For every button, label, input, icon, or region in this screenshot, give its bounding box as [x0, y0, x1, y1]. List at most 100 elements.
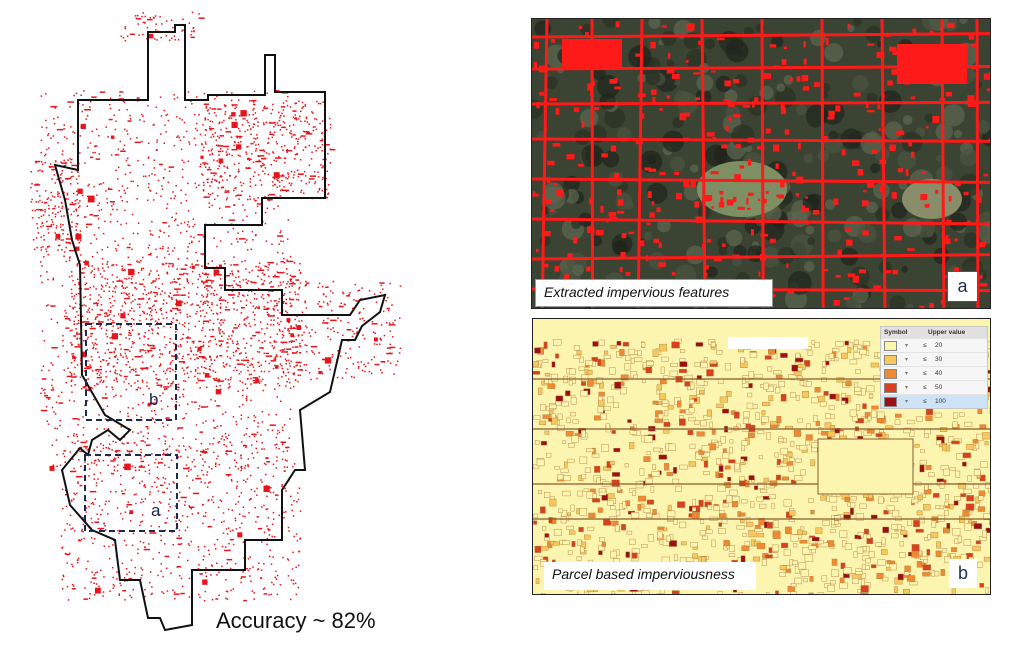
impervious-dot: [129, 512, 131, 515]
impervious-dot: [296, 351, 298, 353]
impervious-dot: [174, 294, 180, 296]
impervious-dot: [136, 137, 138, 139]
impervious-dot: [251, 452, 253, 455]
impervious-dot: [208, 150, 210, 152]
impervious-dot: [339, 305, 341, 307]
impervious-dot: [95, 484, 98, 487]
impervious-dot: [294, 118, 296, 120]
impervious-dot: [250, 377, 252, 380]
impervious-dot: [279, 195, 282, 197]
impervious-dot: [293, 385, 295, 388]
impervious-dot: [189, 266, 192, 268]
impervious-dot: [288, 378, 290, 380]
impervious-dot: [246, 294, 249, 296]
impervious-dot: [277, 177, 279, 179]
impervious-dot: [87, 378, 89, 380]
impervious-dot: [283, 293, 286, 295]
impervious-dot: [118, 189, 120, 192]
impervious-feature: [924, 203, 930, 208]
impervious-dot: [144, 595, 146, 598]
impervious-dot: [235, 420, 237, 423]
impervious-dot: [140, 416, 143, 418]
impervious-dot: [278, 447, 280, 450]
impervious-dot: [79, 152, 81, 154]
impervious-dot: [245, 446, 247, 449]
impervious-dot: [101, 309, 103, 311]
impervious-dot: [252, 126, 254, 128]
impervious-dot: [201, 469, 203, 472]
impervious-dot: [304, 138, 306, 140]
impervious-dot: [175, 116, 178, 118]
impervious-dot: [297, 173, 304, 175]
impervious-dot: [280, 284, 282, 286]
impervious-dot: [84, 216, 86, 218]
impervious-dot: [321, 372, 324, 375]
impervious-dot: [90, 502, 93, 505]
impervious-dot: [209, 356, 211, 358]
impervious-dot: [85, 366, 91, 368]
impervious-dot: [149, 292, 152, 294]
impervious-dot: [41, 378, 47, 380]
impervious-dot: [70, 500, 73, 502]
impervious-dot: [140, 577, 142, 579]
parcel: [790, 583, 797, 587]
impervious-dot: [233, 354, 235, 357]
impervious-dot: [112, 388, 114, 391]
impervious-dot: [298, 288, 300, 290]
impervious-dot: [48, 147, 50, 149]
impervious-dot: [112, 281, 114, 283]
impervious-dot: [142, 435, 145, 438]
impervious-dot: [85, 282, 88, 284]
impervious-dot: [344, 303, 346, 306]
impervious-dot: [199, 573, 203, 575]
impervious-dot: [96, 316, 98, 318]
impervious-dot: [50, 224, 53, 226]
impervious-dot: [149, 189, 151, 192]
impervious-dot: [257, 197, 259, 199]
impervious-dot: [245, 167, 247, 169]
impervious-dot: [207, 304, 209, 307]
impervious-dot: [266, 301, 269, 304]
impervious-dot: [290, 282, 292, 285]
impervious-dot: [142, 278, 145, 281]
impervious-dot: [72, 585, 75, 587]
impervious-dot: [151, 417, 153, 419]
impervious-dot: [139, 119, 141, 121]
impervious-dot: [146, 18, 153, 21]
impervious-dot: [389, 362, 392, 364]
impervious-dot: [278, 298, 281, 300]
impervious-dot: [196, 304, 198, 306]
parcel: [535, 578, 540, 584]
impervious-dot: [84, 288, 90, 290]
impervious-dot: [149, 491, 151, 493]
impervious-dot: [196, 129, 198, 132]
impervious-dot: [199, 310, 202, 312]
impervious-dot: [110, 472, 113, 475]
impervious-dot: [262, 378, 264, 381]
impervious-dot: [99, 273, 102, 275]
impervious-dot: [76, 170, 78, 172]
impervious-dot: [292, 281, 294, 283]
impervious-dot: [270, 281, 272, 283]
impervious-dot: [188, 242, 191, 245]
impervious-dot: [272, 184, 274, 187]
impervious-dot: [80, 484, 83, 487]
impervious-dot: [87, 463, 89, 465]
impervious-dot: [347, 321, 349, 324]
impervious-dot: [124, 302, 127, 305]
impervious-dot: [75, 235, 77, 238]
impervious-dot: [216, 538, 219, 541]
impervious-dot: [182, 29, 184, 31]
impervious-feature: [573, 107, 580, 112]
impervious-dot: [242, 338, 245, 340]
impervious-dot: [72, 565, 74, 568]
parcel: [640, 342, 646, 348]
impervious-dot: [93, 302, 99, 305]
parcel: [928, 472, 935, 477]
impervious-dot: [261, 481, 263, 483]
impervious-dot: [264, 360, 267, 363]
impervious-dot: [289, 327, 296, 330]
parcel: [567, 550, 573, 555]
impervious-dot: [283, 511, 285, 514]
parcel: [810, 459, 816, 467]
